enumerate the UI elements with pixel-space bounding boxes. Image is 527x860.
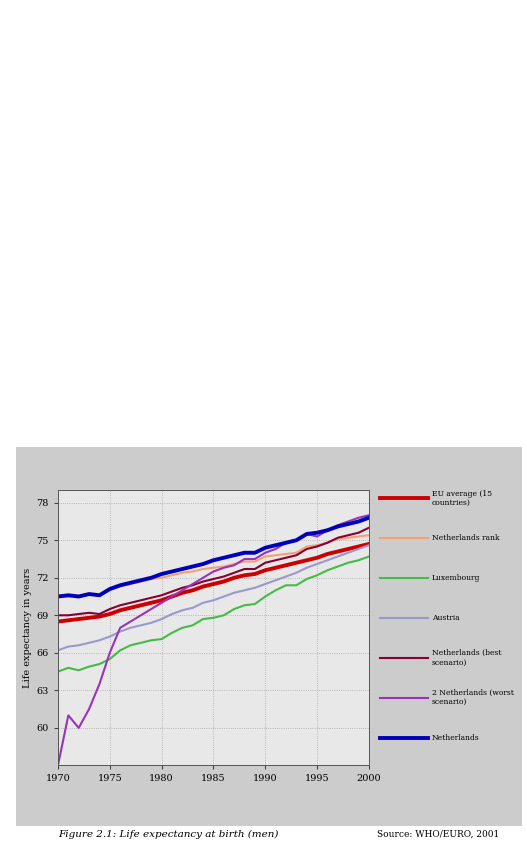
Text: Source: WHO/EURO, 2001: Source: WHO/EURO, 2001 <box>377 830 499 838</box>
Text: Figure 2.1: Life expectancy at birth (men): Figure 2.1: Life expectancy at birth (me… <box>58 830 278 839</box>
Text: 2 Netherlands (worst scenario): 2 Netherlands (worst scenario) <box>432 689 514 706</box>
Text: Austria: Austria <box>432 614 460 622</box>
Text: Netherlands (best scenario): Netherlands (best scenario) <box>432 649 501 666</box>
Y-axis label: Life expectancy in years: Life expectancy in years <box>23 568 32 688</box>
Text: Luxembourg: Luxembourg <box>432 574 480 582</box>
Text: Netherlands rank: Netherlands rank <box>432 534 500 543</box>
Text: Netherlands: Netherlands <box>432 734 480 741</box>
Text: EU average (15 countries): EU average (15 countries) <box>432 490 492 507</box>
